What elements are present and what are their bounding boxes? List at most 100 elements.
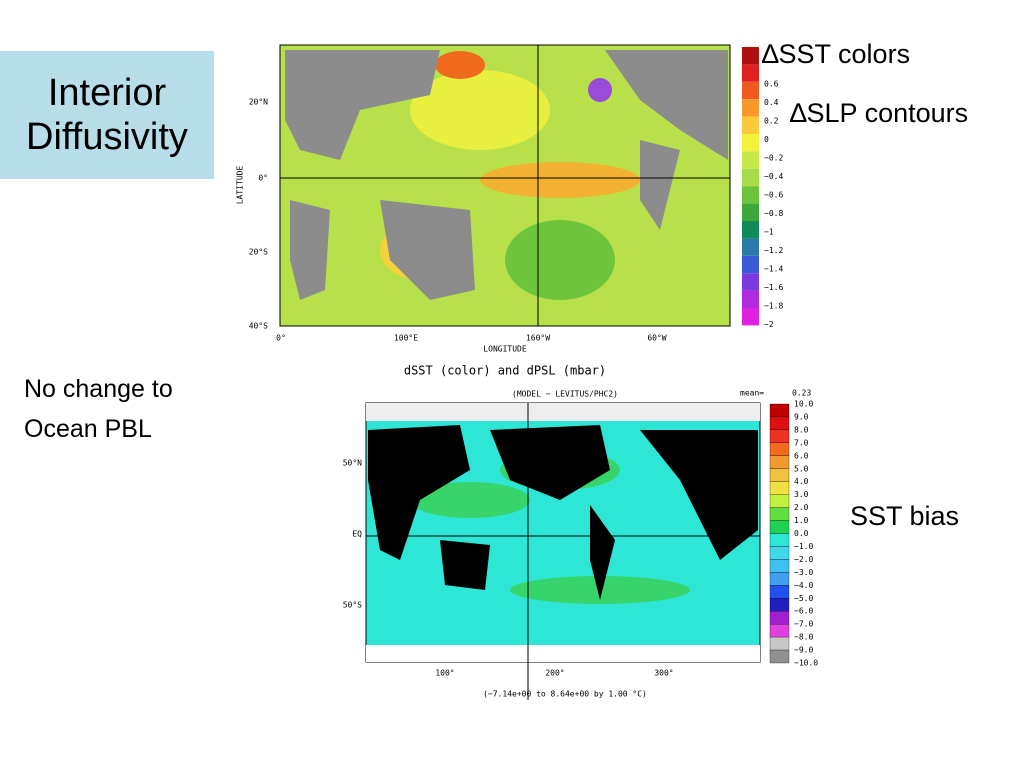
- colorbar-swatch: [769, 481, 790, 495]
- map-subtitle: (MODEL − LEVITUS/PHC2): [512, 390, 618, 399]
- colorbar-swatch: [742, 255, 759, 274]
- region: [410, 482, 530, 518]
- colorbar-label: 3.0: [794, 490, 809, 499]
- colorbar-swatch: [769, 429, 790, 443]
- y-label: 20°S: [249, 248, 268, 257]
- colorbar-swatch: [742, 116, 759, 134]
- colorbar-label: −4.0: [794, 581, 813, 590]
- region: [410, 70, 550, 150]
- colorbar-swatch: [769, 403, 790, 418]
- colorbar-label: −2.0: [794, 555, 813, 564]
- label: ∆SST colors: [762, 39, 911, 69]
- colorbar-label: −6.0: [794, 607, 813, 616]
- colorbar-swatch: [769, 468, 790, 482]
- colorbar: 10.0 9.0 8.0 7.0 6.0 5.0 4.0 3.0 2.0 1.0 0.0 −1.0 −2…: [769, 400, 818, 668]
- colorbar-swatch: [742, 186, 759, 204]
- colorbar-swatch: [769, 533, 790, 547]
- label: SST bias: [850, 501, 960, 531]
- y-label: 50°N: [343, 459, 362, 468]
- colorbar-label: −1.4: [764, 265, 783, 274]
- colorbar-label: −8.0: [794, 633, 813, 642]
- colorbar-swatch: [742, 64, 759, 82]
- x-label: 60°W: [647, 334, 666, 343]
- colorbar-label: 10.0: [794, 400, 813, 409]
- colorbar-label: 4.0: [794, 477, 809, 486]
- colorbar-swatch: [769, 416, 790, 431]
- y-label: EQ: [352, 530, 362, 539]
- x-label: 100°E: [394, 334, 418, 343]
- region: [505, 220, 615, 300]
- colorbar-label: −1.2: [764, 246, 783, 255]
- colorbar-swatch: [742, 47, 759, 65]
- region: [480, 162, 640, 198]
- y-label: 50°S: [343, 601, 362, 610]
- colorbar-label: 0.2: [764, 117, 779, 126]
- colorbar-swatch: [769, 455, 790, 469]
- colorbar-label: −2: [764, 320, 774, 329]
- colorbar-swatch: [769, 520, 790, 534]
- colorbar-label: −1.8: [764, 302, 783, 311]
- mean-value: 0.23: [792, 389, 811, 398]
- colorbar-swatch: [742, 134, 759, 152]
- colorbar-swatch: [769, 572, 790, 586]
- axis-label: LONGITUDE: [483, 345, 527, 354]
- region: [366, 645, 760, 662]
- x-label: 160°W: [526, 334, 550, 343]
- land: [590, 505, 615, 600]
- colorbar-swatch: [769, 559, 790, 573]
- bottom-map: dSST (color) and dPSL (mbar) (MODEL − LE…: [343, 364, 811, 700]
- y-label: 0°: [258, 174, 268, 183]
- colorbar-label: −1: [764, 228, 774, 237]
- land: [440, 540, 490, 590]
- x-label: 0°: [276, 334, 286, 343]
- land: [490, 425, 610, 500]
- colorbar-label: −0.4: [764, 172, 783, 181]
- colorbar-swatch: [769, 507, 790, 521]
- colorbar-label: −1.6: [764, 283, 783, 292]
- land: [380, 200, 475, 300]
- colorbar-label: 1.0: [794, 516, 809, 525]
- colorbar-label: 0.6: [764, 80, 779, 89]
- colorbar-label: 7.0: [794, 438, 809, 447]
- region: [588, 78, 612, 102]
- colorbar-label: 0.0: [794, 529, 809, 538]
- top-map: 20°N 0° 20°S 40°S LATITUDE 0° 100°E 160°…: [236, 44, 731, 354]
- colorbar-swatch: [769, 546, 790, 560]
- colorbar-label: −7.0: [794, 620, 813, 629]
- colorbar-label: −0.2: [764, 154, 783, 163]
- colorbar-label: −0.6: [764, 191, 783, 200]
- region: [435, 51, 485, 79]
- colorbar-swatch: [742, 151, 759, 169]
- y-label: 20°N: [249, 98, 268, 107]
- land: [640, 140, 680, 230]
- region: [366, 403, 760, 421]
- colorbar-swatch: [742, 81, 759, 100]
- label: No change to: [24, 375, 173, 403]
- colorbar-swatch: [769, 585, 790, 599]
- land: [368, 425, 470, 560]
- title-box: Interior Diffusivity: [0, 51, 214, 179]
- land: [605, 50, 728, 160]
- colorbar-label: 5.0: [794, 464, 809, 473]
- colorbar-swatch: [742, 99, 759, 117]
- map-title: dSST (color) and dPSL (mbar): [404, 364, 606, 378]
- colorbar-label: 9.0: [794, 412, 809, 421]
- axis-label: LATITUDE: [236, 166, 245, 205]
- land: [640, 430, 758, 560]
- colorbar-label: −3.0: [794, 568, 813, 577]
- colorbar-label: 8.0: [794, 425, 809, 434]
- colorbar-label: −10.0: [794, 659, 818, 668]
- colorbar-swatch: [742, 238, 759, 256]
- colorbar-swatch: [742, 168, 759, 187]
- colorbar-label: 0.4: [764, 98, 779, 107]
- land: [285, 50, 440, 160]
- title-line: Diffusivity: [26, 116, 188, 158]
- colorbar-label: 2.0: [794, 503, 809, 512]
- label: ∆SLP contours: [790, 98, 969, 128]
- colorbar-swatch: [742, 221, 759, 239]
- x-label: 300°: [654, 669, 673, 678]
- colorbar-swatch: [769, 442, 790, 456]
- colorbar-swatch: [769, 636, 790, 651]
